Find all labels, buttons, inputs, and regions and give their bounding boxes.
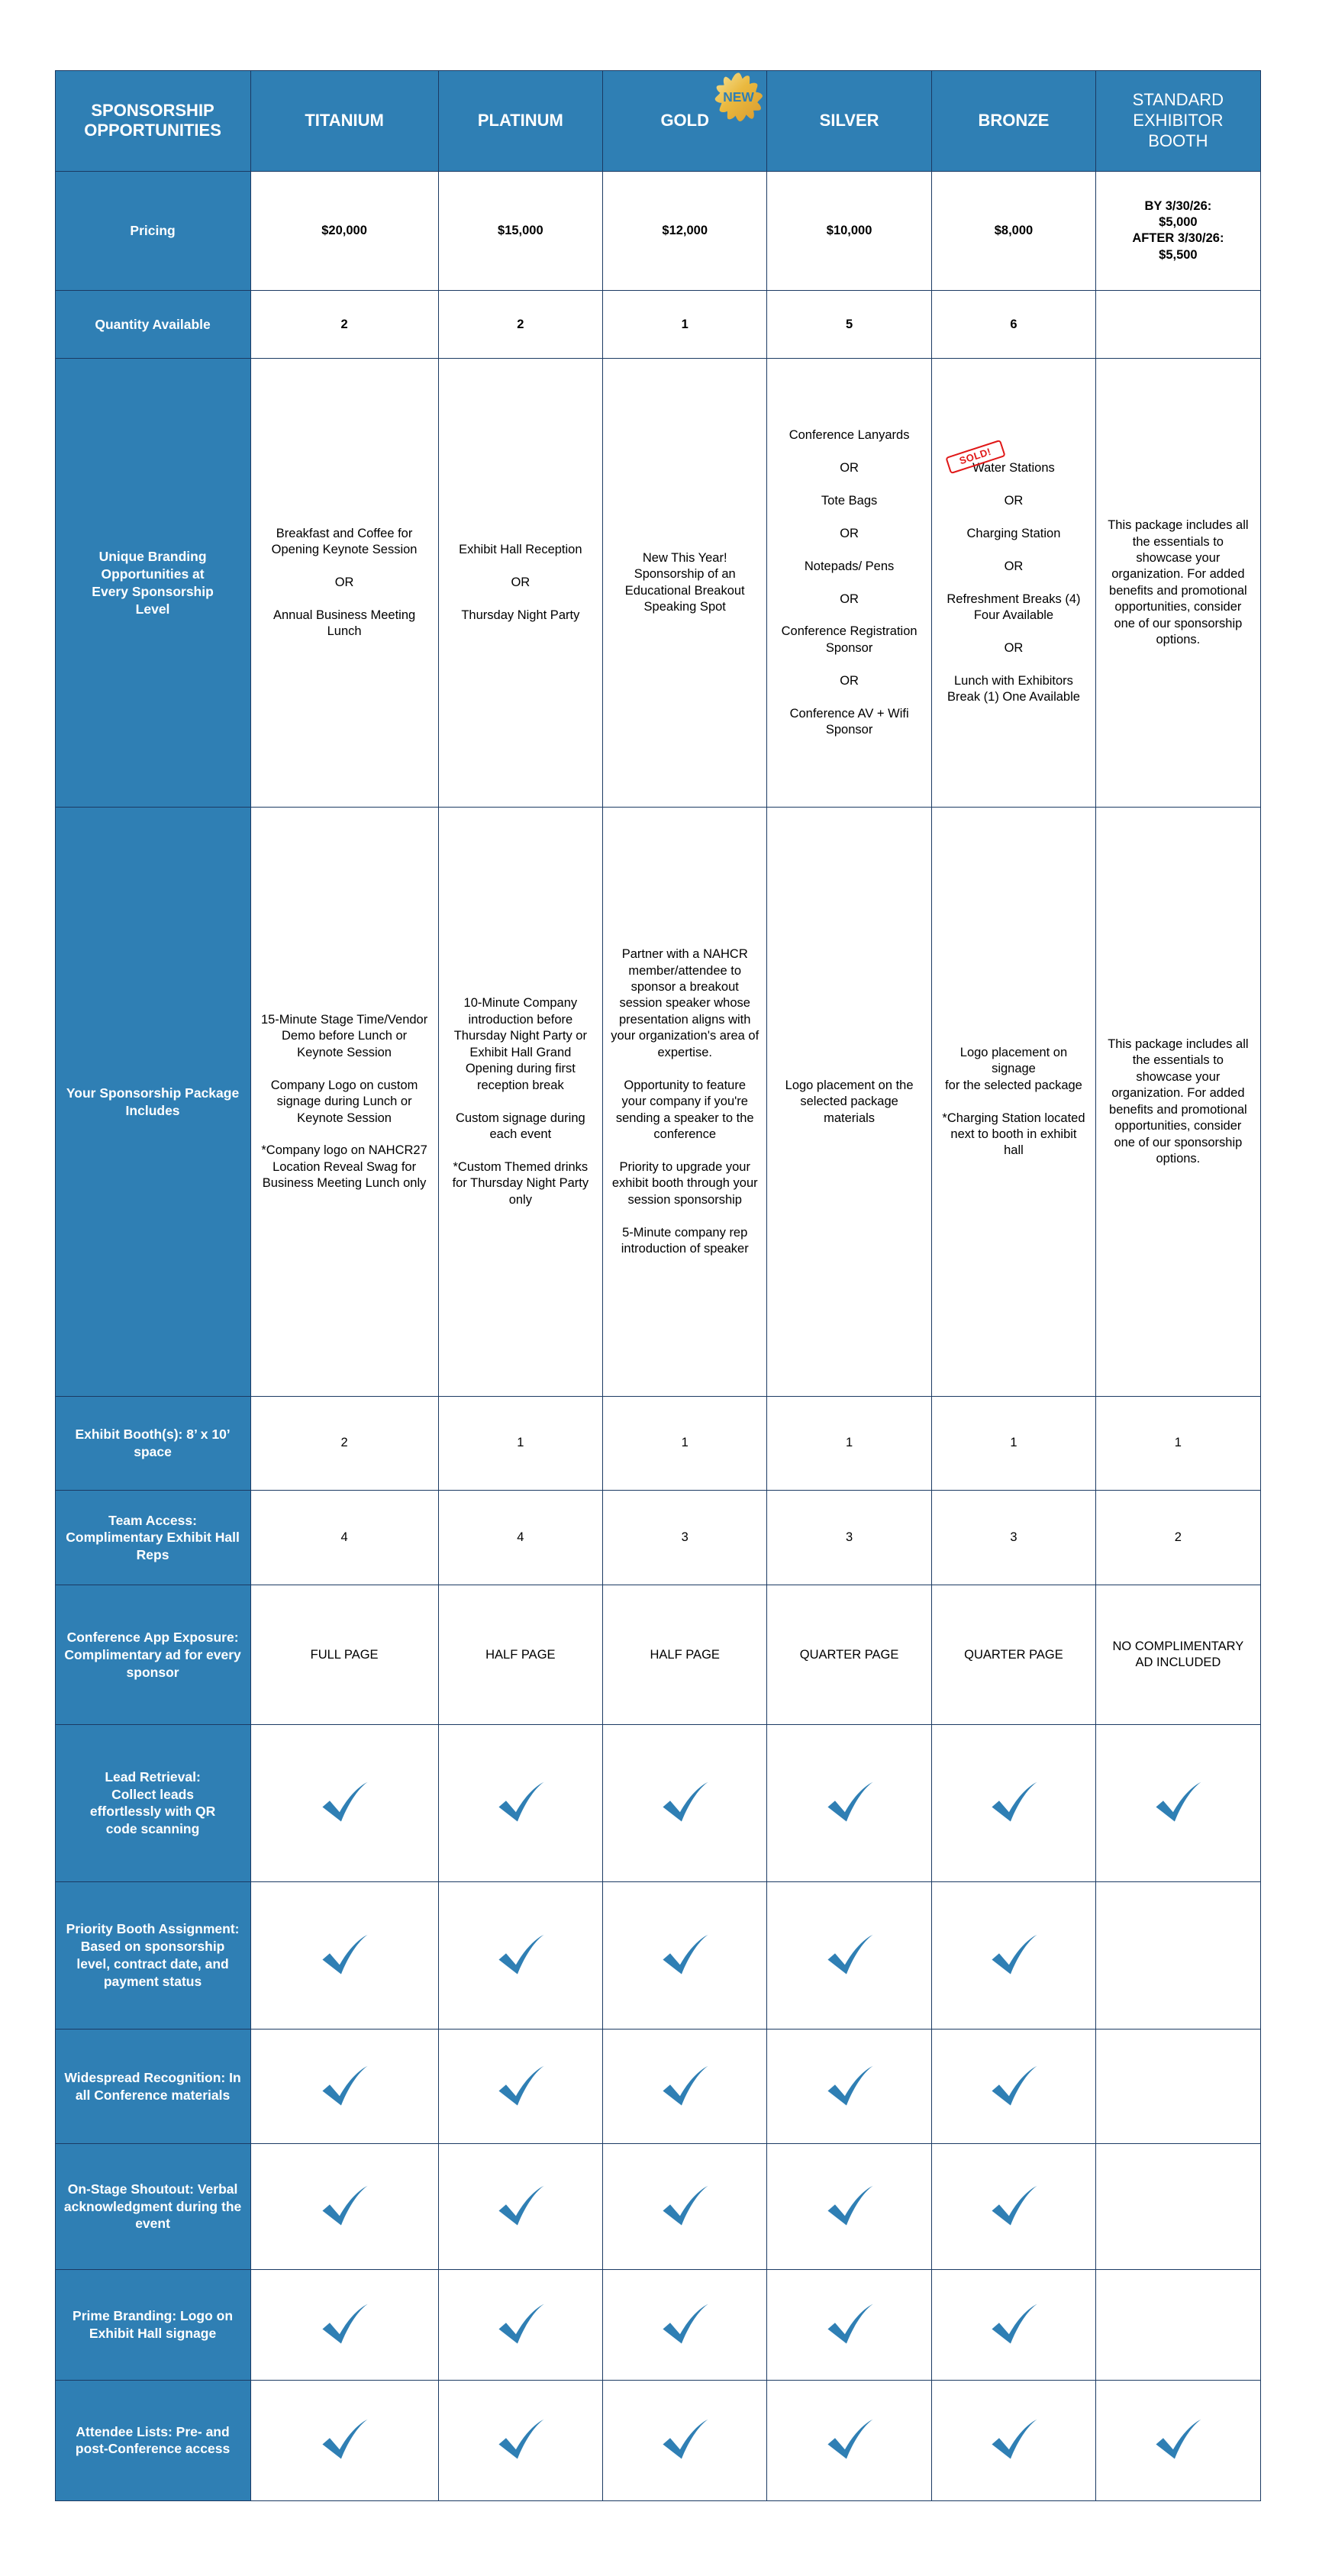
svg-text:NEW: NEW (723, 89, 754, 105)
